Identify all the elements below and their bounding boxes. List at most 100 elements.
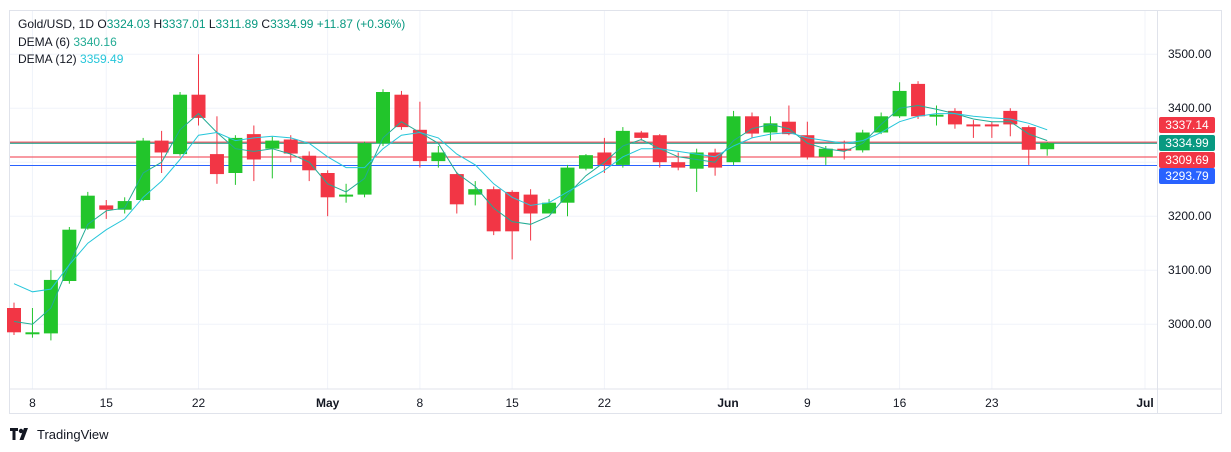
candle — [80, 191, 95, 230]
candle — [468, 181, 483, 206]
candle-body — [523, 194, 538, 214]
x-tick-label: 15 — [100, 396, 114, 410]
candle-body — [394, 94, 409, 128]
candle — [228, 135, 243, 185]
candle-body — [265, 140, 280, 149]
candle-body — [99, 205, 114, 210]
y-tick-label: 3400.00 — [1168, 101, 1212, 115]
candle-body — [984, 124, 999, 127]
candle-body — [615, 130, 630, 165]
candle — [1040, 142, 1055, 156]
y-tick-label: 3000.00 — [1168, 317, 1212, 331]
candle — [7, 302, 21, 335]
candle-body — [745, 116, 759, 134]
x-tick-label: 16 — [893, 396, 907, 410]
high-value: 3337.01 — [162, 17, 206, 31]
candle-body — [7, 308, 21, 333]
dema12-legend[interactable]: DEMA (12) 3359.49 — [18, 51, 123, 67]
candle — [505, 190, 520, 260]
symbol-label[interactable]: Gold/USD, 1D — [18, 17, 95, 31]
candle — [800, 121, 815, 160]
candle — [412, 101, 427, 168]
low-value: 3311.89 — [215, 17, 259, 31]
candle-body — [578, 155, 593, 169]
candle — [578, 154, 593, 171]
candle — [984, 121, 999, 138]
dema12-value: 3359.49 — [80, 52, 124, 66]
candles — [7, 54, 1055, 341]
candle-body — [246, 134, 261, 160]
candle — [154, 130, 169, 173]
candle — [283, 135, 298, 163]
candle — [43, 270, 58, 341]
dema6-value: 3340.16 — [73, 35, 117, 49]
candle-body — [597, 152, 612, 165]
price-tag-close: 3334.99 — [1159, 135, 1215, 151]
close-value: 3334.99 — [270, 17, 314, 31]
candle-body — [449, 174, 464, 205]
candle — [320, 170, 335, 217]
candle-body — [1003, 110, 1018, 125]
y-tick-label: 3200.00 — [1168, 209, 1212, 223]
candle — [246, 125, 261, 182]
candle-body — [339, 194, 354, 197]
dema12-line — [13, 113, 1048, 293]
candle-body — [412, 129, 427, 162]
chart-frame — [9, 10, 1222, 414]
change-value: +11.87 (+0.36%) — [316, 17, 406, 31]
candle-body — [726, 116, 741, 163]
candle — [302, 151, 317, 182]
x-tick-label: 15 — [505, 396, 519, 410]
tradingview-brand[interactable]: TradingView — [10, 426, 109, 442]
candle — [376, 89, 390, 146]
candle — [947, 108, 962, 129]
candle — [911, 81, 926, 119]
candle-body — [1040, 143, 1055, 150]
x-tick-label: 22 — [192, 396, 206, 410]
x-tick-label: 23 — [985, 396, 999, 410]
time-axis[interactable]: 8 15 22 May 8 15 22 Jun 9 16 23 Jul — [10, 388, 1221, 410]
candle — [449, 171, 464, 214]
candle-body — [468, 189, 483, 195]
dema-lines — [13, 104, 1048, 325]
high-label: H — [153, 17, 163, 31]
candle-body — [634, 132, 649, 138]
grid — [10, 11, 1157, 389]
candle — [763, 116, 778, 141]
candle — [265, 136, 280, 179]
candle-body — [283, 139, 298, 154]
x-tick-label: Jun — [717, 396, 738, 410]
x-tick-label: May — [316, 396, 340, 410]
price-tag-low: 3309.69 — [1159, 152, 1215, 168]
candle-body — [837, 148, 852, 151]
candle — [209, 116, 224, 184]
low-label: L — [208, 17, 216, 31]
candle-body — [320, 173, 335, 198]
x-tick-label: 9 — [804, 396, 811, 410]
candle-body — [929, 114, 944, 117]
candle — [523, 189, 538, 241]
price-tag-high: 3337.14 — [1159, 117, 1215, 133]
price-axis[interactable]: 3000.003100.003200.003300.003400.003500.… — [1157, 11, 1212, 413]
candle-body — [117, 201, 132, 210]
candle-body — [43, 279, 58, 334]
candle-body — [542, 202, 557, 214]
dema6-name: DEMA (6) — [18, 35, 71, 49]
candle-body — [560, 167, 575, 203]
dema6-legend[interactable]: DEMA (6) 3340.16 — [18, 34, 117, 50]
candle — [25, 308, 40, 338]
candle-body — [136, 140, 151, 200]
candle-body — [357, 143, 372, 195]
candle-body — [855, 132, 870, 151]
y-tick-label: 3100.00 — [1168, 263, 1212, 277]
candle-body — [62, 229, 77, 281]
candle — [136, 137, 151, 202]
x-tick-label: Jul — [1136, 396, 1153, 410]
candle-body — [892, 90, 907, 117]
candle — [394, 90, 409, 130]
candle-body — [25, 332, 40, 335]
candle — [745, 112, 759, 138]
candle-body — [80, 195, 95, 229]
candle-body — [671, 162, 686, 168]
